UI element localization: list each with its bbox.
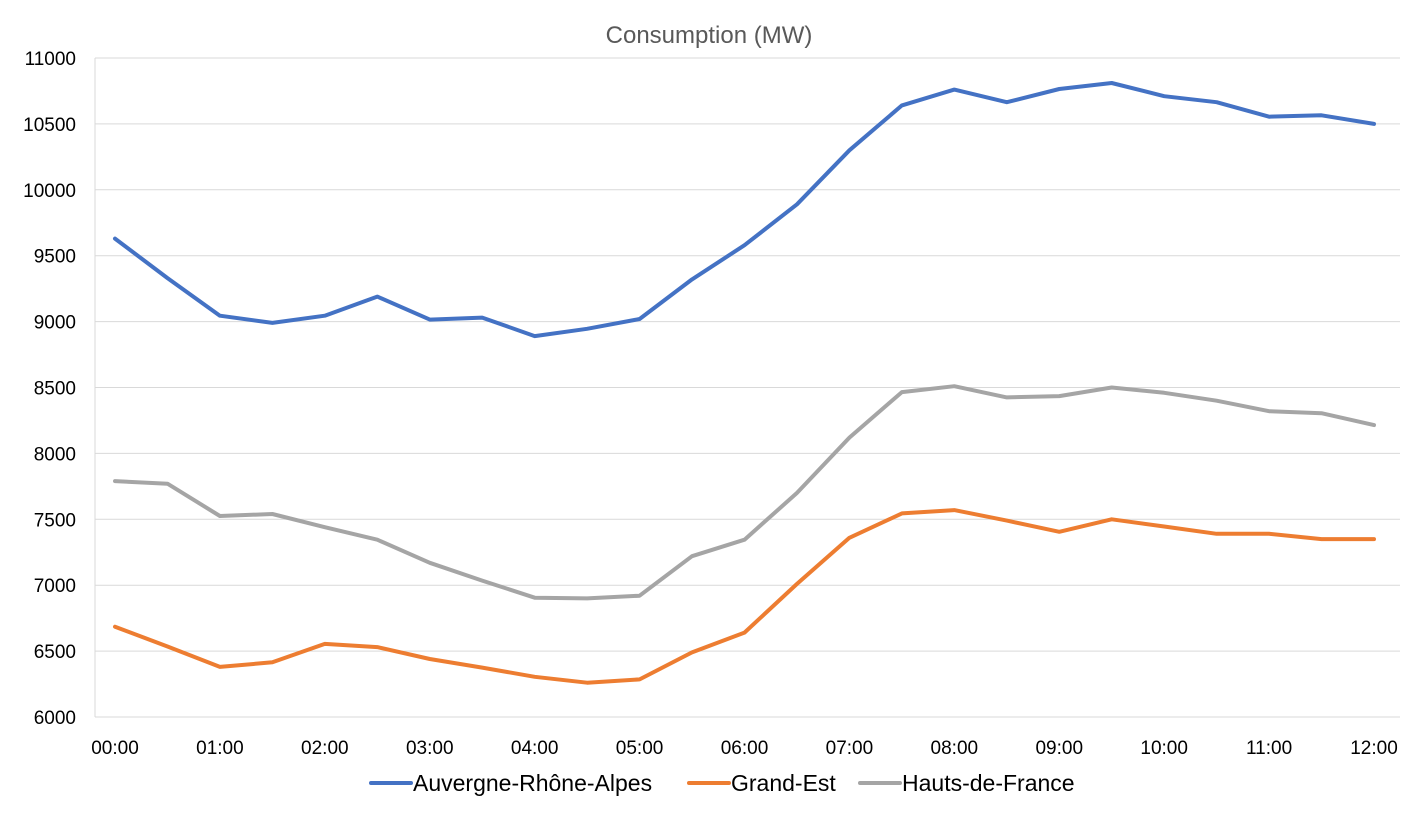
y-tick-label: 8000: [34, 444, 76, 465]
series-line-hauts-de-france: [113, 384, 1376, 601]
x-tick-label: 12:00: [1350, 738, 1398, 759]
y-tick-label: 6500: [34, 642, 76, 663]
chart-title: Consumption (MW): [606, 22, 813, 49]
y-tick-label: 7000: [34, 576, 76, 597]
x-tick-label: 08:00: [931, 738, 979, 759]
x-tick-label: 04:00: [511, 738, 559, 759]
x-tick-label: 06:00: [721, 738, 769, 759]
series-line-grand-est: [113, 508, 1376, 685]
x-tick-label: 01:00: [196, 738, 244, 759]
legend-label: Hauts-de-France: [902, 770, 1075, 796]
y-tick-label: 8500: [34, 379, 76, 400]
y-tick-label: 9000: [34, 313, 76, 334]
x-tick-label: 07:00: [826, 738, 874, 759]
x-tick-label: 02:00: [301, 738, 349, 759]
legend: Auvergne-Rhône-Alpes Grand-Est Hauts-de-Fr…: [369, 770, 1075, 796]
y-tick-label: 6000: [34, 708, 76, 729]
series-lines: [113, 81, 1376, 685]
legend-item: Grand-Est: [687, 770, 836, 796]
y-axis-ticks: 6000 6500 7000 7500 8000 8500 9000 9500 10000 105…: [23, 49, 76, 729]
y-tick-label: 11000: [25, 49, 76, 70]
x-tick-label: 10:00: [1140, 738, 1188, 759]
legend-item: Hauts-de-France: [858, 770, 1075, 796]
legend-label: Auvergne-Rhône-Alpes: [413, 770, 652, 796]
x-tick-label: 00:00: [91, 738, 139, 759]
series-line-auvergne-rh-ne-alpes: [113, 81, 1376, 339]
x-axis-ticks: 00:00 01:00 02:00 03:00 04:00 05:00 06:00 07:00…: [91, 738, 1398, 759]
x-tick-label: 05:00: [616, 738, 664, 759]
y-tick-label: 9500: [34, 247, 76, 268]
x-tick-label: 11:00: [1246, 738, 1292, 759]
legend-label: Grand-Est: [731, 770, 836, 796]
x-tick-label: 09:00: [1035, 738, 1083, 759]
legend-item: Auvergne-Rhône-Alpes: [369, 770, 652, 796]
y-tick-label: 10500: [23, 115, 76, 136]
gridlines: [94, 57, 1400, 718]
y-tick-label: 10000: [23, 181, 76, 202]
y-tick-label: 7500: [34, 510, 76, 531]
x-tick-label: 03:00: [406, 738, 454, 759]
